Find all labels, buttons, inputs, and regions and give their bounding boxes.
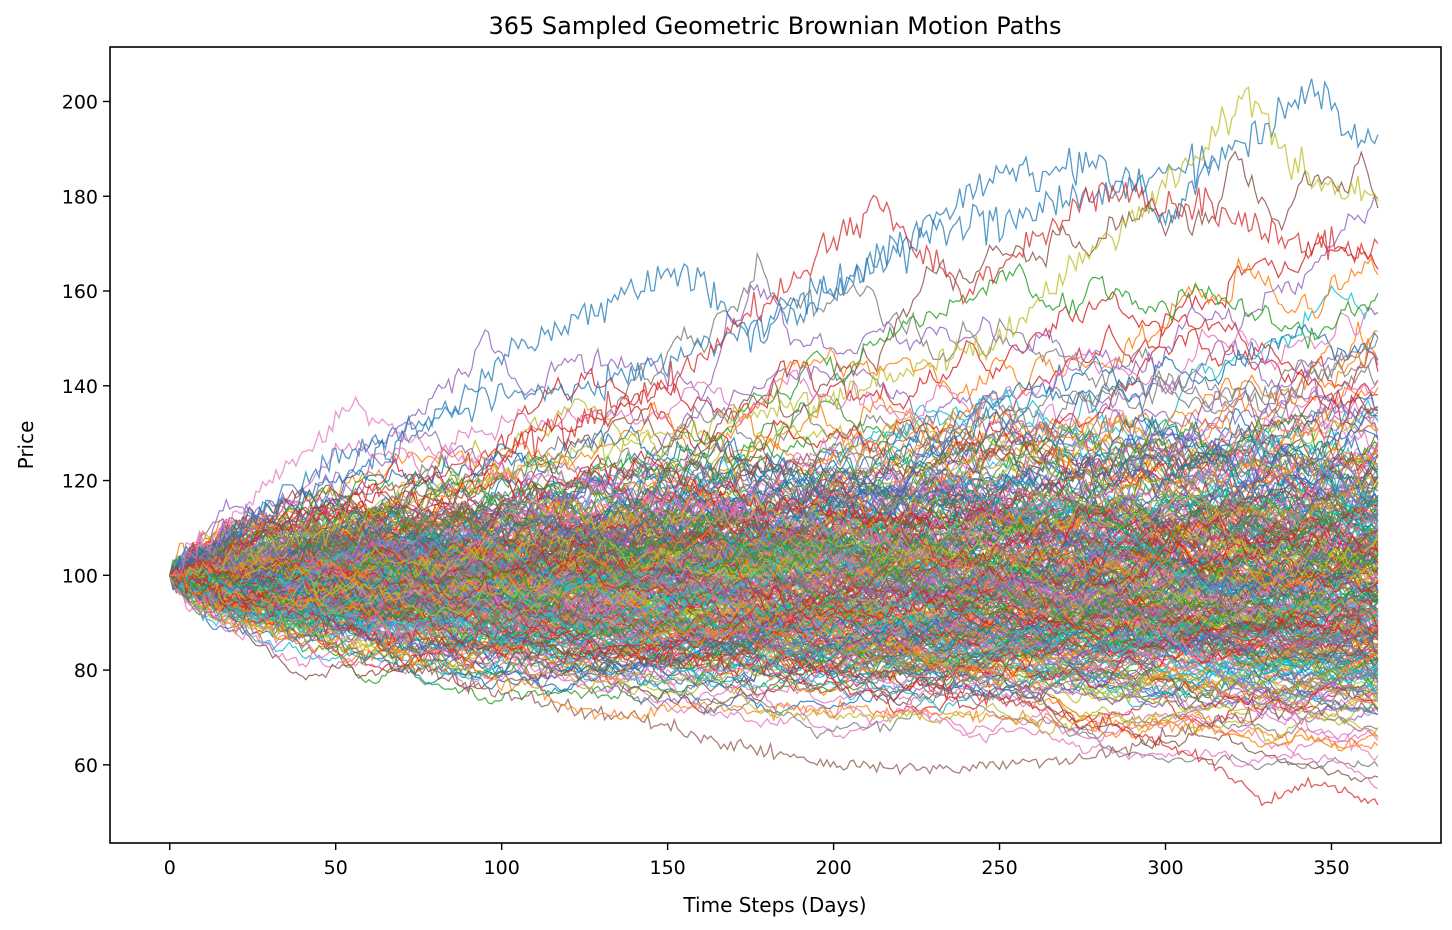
y-tick-label: 60 [74,755,98,777]
plot-frame [109,46,1442,844]
y-tick-label: 120 [62,471,98,493]
x-axis-title: Time Steps (Days) [682,893,866,917]
series-line [169,449,1379,576]
series-line [169,533,1378,678]
series-line [169,534,1379,655]
y-tick-label: 180 [62,186,98,208]
y-tick-label: 160 [62,281,98,303]
series-line [169,466,1379,643]
series-line [169,435,1379,588]
series-line [169,364,1379,604]
x-tick-label: 150 [649,857,685,879]
y-tick-label: 200 [62,91,98,113]
series-line [169,485,1379,630]
series-line [169,523,1379,608]
y-tick-label: 80 [74,660,98,682]
y-axis-title: Price [14,421,38,470]
highlighted-series-line [169,572,1379,750]
x-tick-label: 250 [981,857,1017,879]
series-line [169,501,1379,609]
highlighted-series-line [169,78,1379,576]
series-line [169,494,1379,605]
y-tick-label: 140 [62,376,98,398]
x-tick-label: 50 [324,857,348,879]
series-paths [169,78,1379,807]
y-axis: 60 80 100 120 140 160 180 200 [62,91,110,777]
series-line [169,565,1379,647]
highlighted-series-line [169,147,1216,579]
x-tick-label: 200 [815,857,851,879]
series-line [169,492,1379,665]
series-line [169,380,1379,614]
series-line [169,454,1379,585]
series-line [169,262,1379,576]
series-line [169,194,1379,576]
series-line [169,500,1379,679]
series-line [169,313,1379,579]
series-line [169,535,1379,665]
x-axis: 0 50 100 150 200 250 300 350 [164,843,1350,879]
series-line [169,574,1379,705]
series-line [169,538,1379,650]
x-tick-label: 350 [1313,857,1349,879]
highlighted-series-line [169,86,1379,586]
x-tick-label: 300 [1147,857,1183,879]
highlighted-series-line [169,567,1379,807]
highlighted-series-line [169,181,1379,576]
y-tick-label: 100 [62,565,98,587]
series-line [169,567,1379,696]
series-line [169,506,1378,625]
x-tick-label: 0 [164,857,176,879]
series-line [169,337,1379,584]
series-line [169,567,1379,660]
series-line [169,554,1379,752]
series-line [169,569,1379,703]
series-line [169,484,1379,627]
series-line [169,405,1379,602]
highlighted-series-line [169,395,1379,762]
x-tick-label: 100 [484,857,520,879]
series-line [169,490,1379,605]
series-line [169,429,1379,576]
series-line [169,548,1379,656]
chart-title: 365 Sampled Geometric Brownian Motion Pa… [488,12,1061,40]
